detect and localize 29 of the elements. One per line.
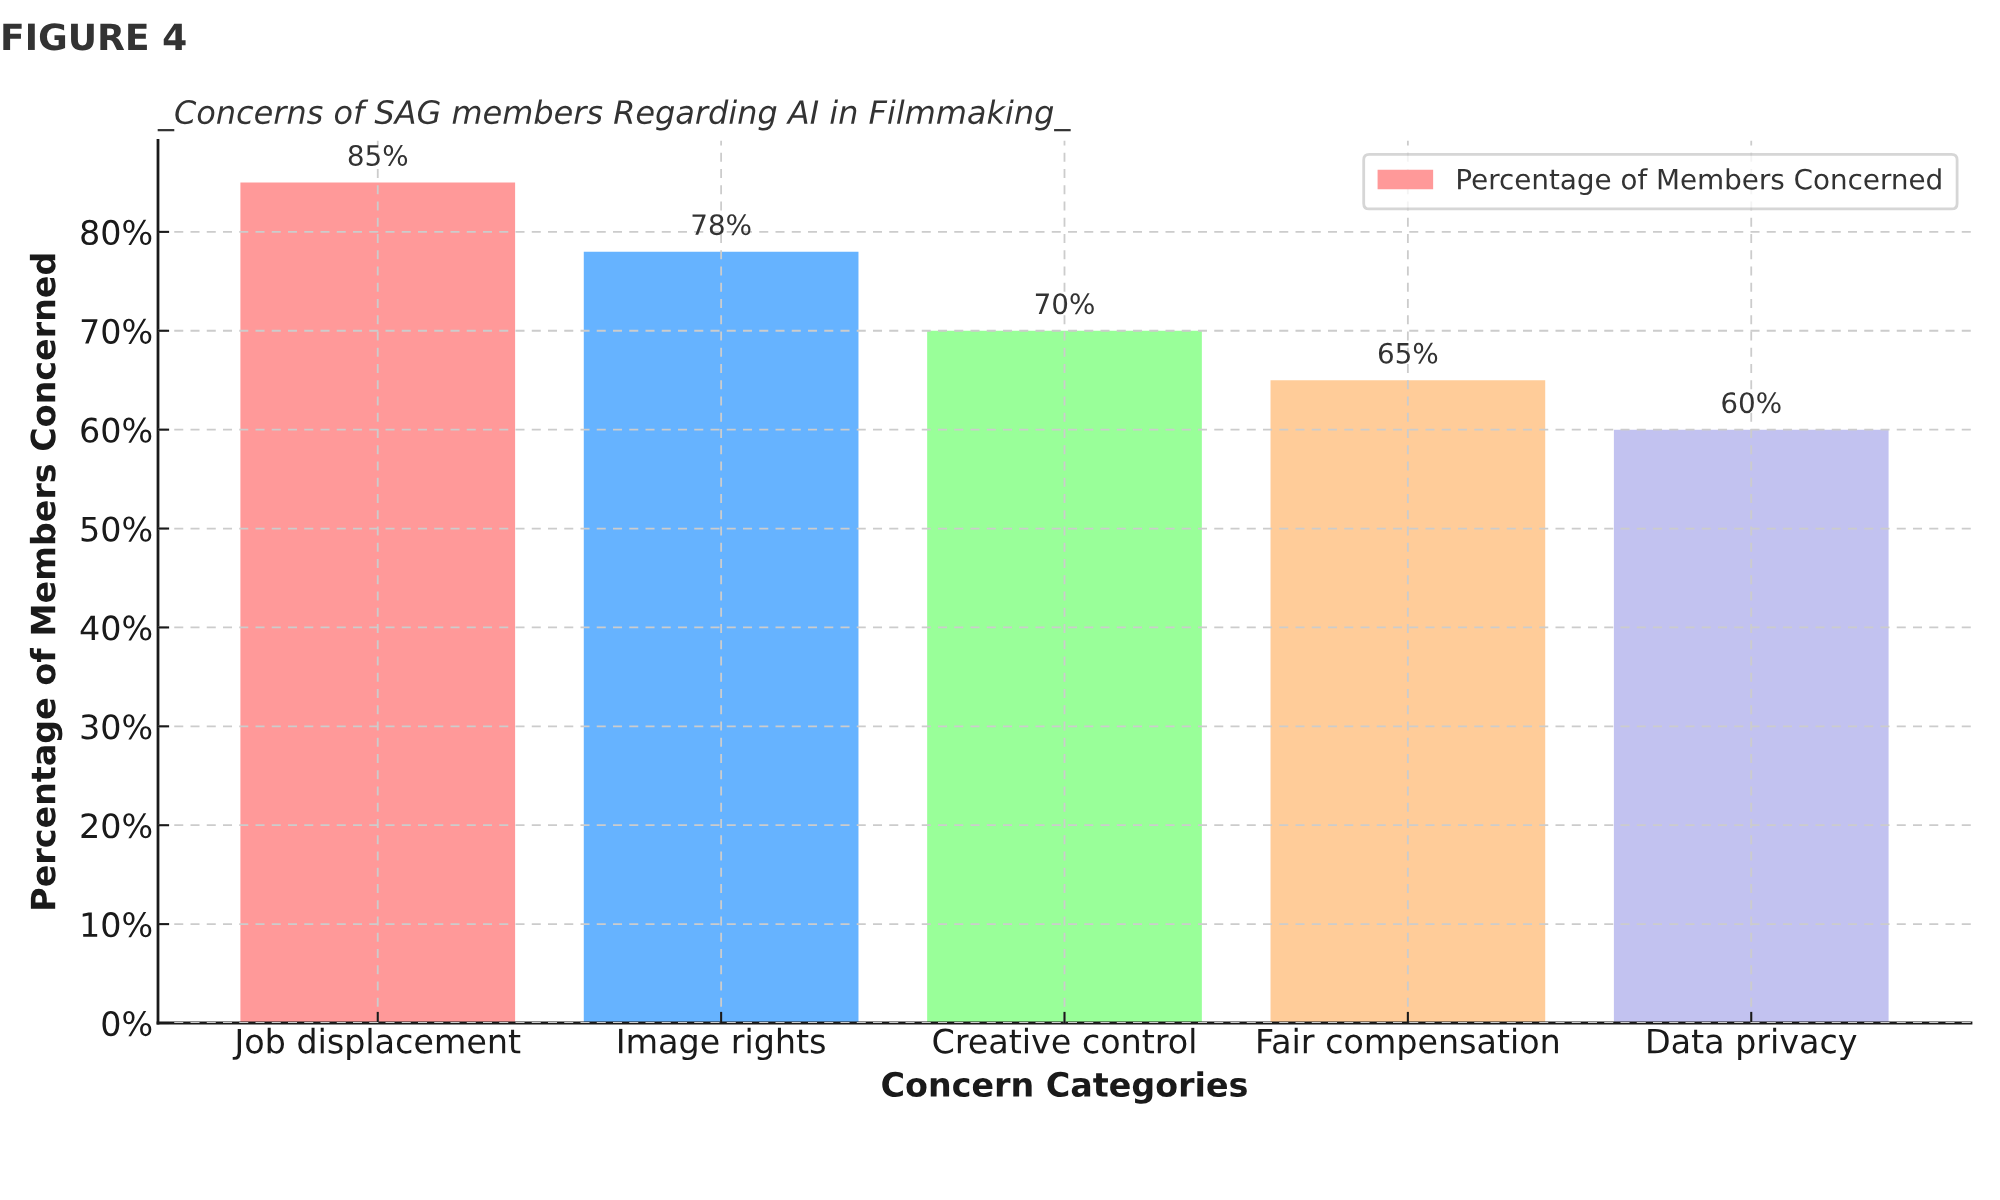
chart-title: _Concerns of SAG members Regarding AI in Filmmaking_ — [157, 99, 1071, 132]
data-label: 78% — [692, 214, 751, 236]
y-tick-label: 10% — [82, 912, 152, 938]
x-axis-title: Concern Categories — [882, 1071, 1247, 1104]
bar — [1613, 429, 1889, 1023]
x-tick-label: Creative control — [933, 1027, 1195, 1054]
y-tick-label: 40% — [80, 615, 152, 641]
data-label: 60% — [1722, 392, 1781, 414]
data-label: 65% — [1378, 342, 1438, 364]
y-tick-label: 20% — [81, 813, 152, 839]
legend-label: Percentage of Members Concerned — [1458, 168, 1941, 196]
y-tick-label: 30% — [81, 714, 152, 740]
y-tick-label: 80% — [81, 219, 152, 246]
y-axis-title: Percentage of Members Concerned — [29, 254, 63, 909]
y-tick-label: 70% — [81, 318, 152, 344]
y-tick-label: 50% — [81, 516, 152, 542]
data-label: 85% — [348, 144, 408, 166]
y-tick-label: 60% — [81, 417, 152, 443]
bar — [583, 251, 859, 1023]
x-tick-label: Image rights — [619, 1027, 825, 1061]
bar — [927, 330, 1202, 1023]
bar — [240, 182, 516, 1023]
caption: FIGURE 4 — [3, 23, 186, 51]
data-label: 70% — [1035, 293, 1094, 315]
x-tick-label: Data privacy — [1648, 1027, 1857, 1061]
y-tick-label: 0% — [102, 1010, 152, 1037]
x-tick-label: Fair compensation — [1258, 1027, 1558, 1061]
x-tick-label: Job displacement — [232, 1027, 521, 1061]
bar — [1270, 380, 1546, 1023]
